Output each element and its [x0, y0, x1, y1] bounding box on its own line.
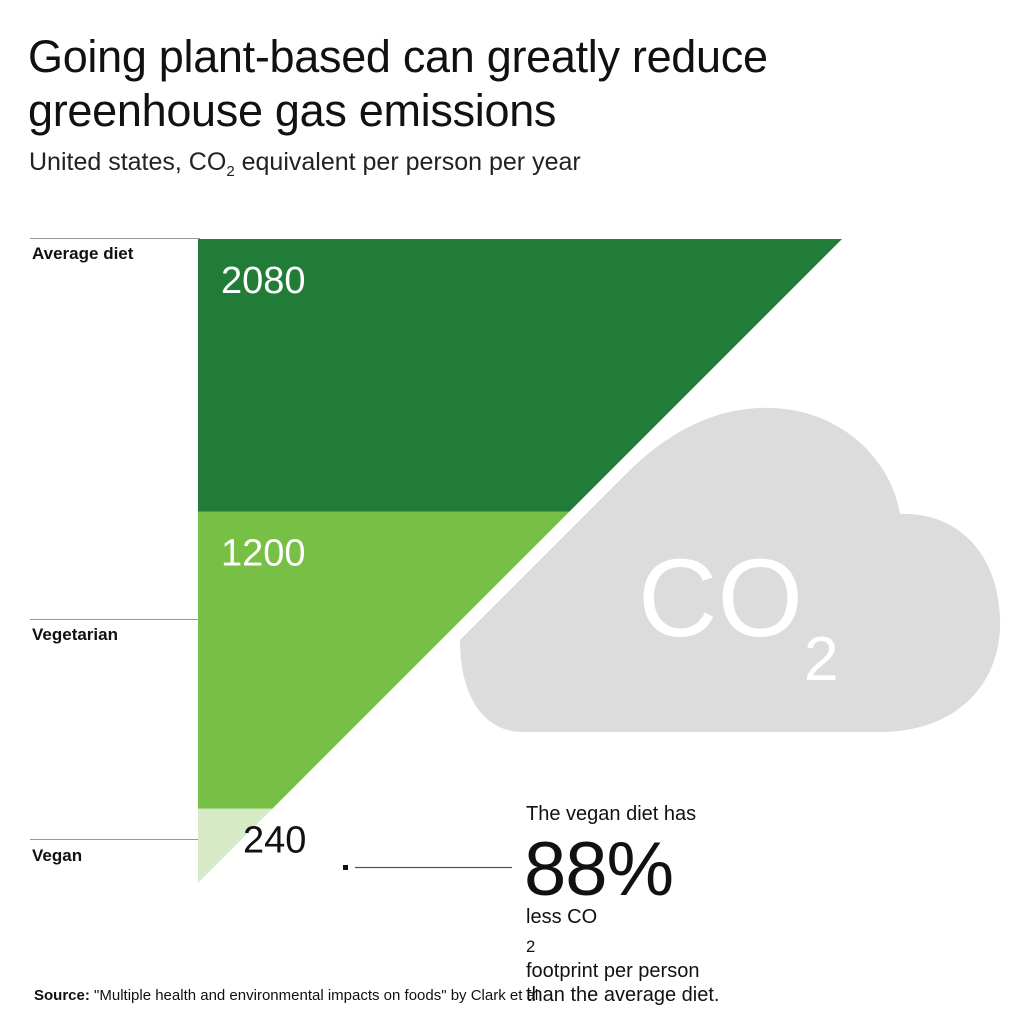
chart-title: Going plant-based can greatly reduce gre… [28, 30, 988, 138]
title-line-1: Going plant-based can greatly reduce [28, 31, 768, 82]
cloud-subscript-label: 2 [804, 625, 838, 694]
note-line-1-subscript: 2 [526, 937, 536, 956]
row-divider-vegan [30, 839, 200, 840]
row-divider-vegetarian [30, 619, 200, 620]
note-line-1-start: less CO [526, 906, 598, 928]
band-vegetarian [198, 511, 570, 809]
value-label-average-diet: 2080 [221, 260, 306, 302]
value-labels: 2080 1200 240 [221, 260, 306, 862]
value-label-vegan: 240 [243, 820, 306, 862]
row-label-vegetarian: Vegetarian [32, 625, 118, 644]
note-intro: The vegan diet has [526, 803, 697, 825]
cloud-shape [460, 407, 1001, 732]
band-average-diet [198, 239, 842, 512]
cloud-co-label: CO [638, 537, 803, 660]
title-line-2: greenhouse gas emissions [28, 85, 557, 136]
row-label-average-diet: Average diet [32, 244, 134, 263]
note-detail: less CO 2 footprint per person than the a… [526, 905, 719, 1007]
row-label-vegan: Vegan [32, 846, 83, 865]
chart-subtitle: United states, CO2 equivalent per person… [29, 146, 581, 188]
note-line-1: less CO 2 footprint per person [526, 905, 719, 983]
subtitle-text-end: equivalent per person per year [234, 148, 581, 176]
band-vegan [198, 808, 273, 883]
diet-bands [198, 239, 842, 883]
row-divider-average [30, 238, 200, 239]
note-percentage: 88% [524, 827, 674, 912]
vegan-connector [343, 865, 512, 870]
connector-dot [343, 865, 348, 870]
co2-cloud-icon: CO 2 [460, 407, 1001, 732]
source-label: Source: [34, 987, 90, 1004]
value-label-vegetarian: 1200 [221, 532, 306, 574]
note-line-2: than the average diet. [526, 984, 720, 1006]
source-text: "Multiple health and environmental impac… [89, 987, 543, 1004]
subtitle-text: United states, CO [29, 148, 227, 176]
subtitle-subscript: 2 [226, 163, 235, 180]
note-line-1-end: footprint per person [526, 960, 700, 982]
source-note: Source: "Multiple health and environment… [34, 987, 542, 1004]
